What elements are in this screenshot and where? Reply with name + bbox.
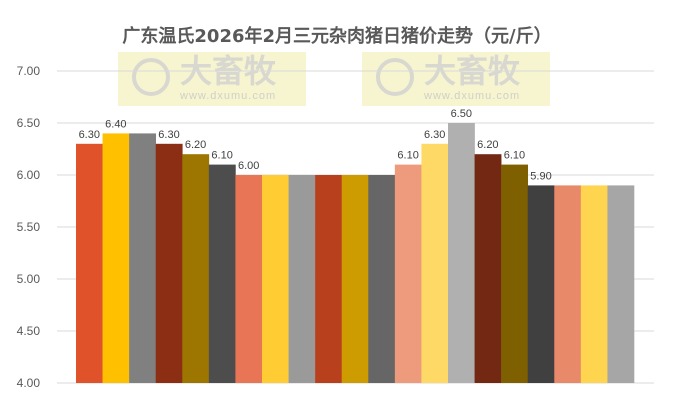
y-tick-label: 6.50 <box>17 116 41 130</box>
y-tick-label: 5.00 <box>17 272 41 286</box>
bar <box>368 175 396 383</box>
watermark-logo: 大畜牧 www.dxumu.com <box>118 52 306 106</box>
bar <box>102 133 130 383</box>
bar <box>341 175 369 383</box>
data-label: 6.10 <box>504 150 525 162</box>
bar <box>288 175 316 383</box>
bar <box>580 185 608 383</box>
data-label: 6.10 <box>211 150 232 162</box>
bar <box>155 143 183 383</box>
watermark-url: www.dxumu.com <box>424 90 521 102</box>
bar <box>235 175 263 383</box>
data-label: 6.20 <box>185 139 206 151</box>
bar <box>394 164 422 383</box>
bar <box>129 133 157 383</box>
data-label: 5.90 <box>530 170 551 182</box>
data-label: 6.40 <box>105 118 126 130</box>
bar <box>474 154 502 383</box>
bar <box>527 185 555 383</box>
y-tick-label: 6.00 <box>17 168 41 182</box>
bar <box>76 143 103 383</box>
bar <box>262 175 289 383</box>
data-label: 6.30 <box>424 129 445 141</box>
bar <box>315 175 343 383</box>
bar <box>607 185 635 383</box>
watermark-url: www.dxumu.com <box>180 90 277 102</box>
y-tick-label: 4.50 <box>17 324 41 338</box>
bar <box>182 154 210 383</box>
y-tick-label: 5.50 <box>17 220 41 234</box>
watermark-circle-icon <box>376 58 414 96</box>
y-tick-label: 4.00 <box>17 376 41 390</box>
bar <box>421 143 449 383</box>
bar <box>501 164 529 383</box>
data-label: 6.30 <box>79 129 100 141</box>
data-label: 6.30 <box>158 129 179 141</box>
y-tick-label: 7.00 <box>17 64 41 78</box>
bar <box>208 164 236 383</box>
data-label: 6.50 <box>451 108 472 120</box>
data-label: 6.10 <box>397 150 418 162</box>
watermark-circle-icon <box>132 58 170 96</box>
bar <box>448 123 475 383</box>
data-label: 6.00 <box>238 160 259 172</box>
bar <box>554 185 582 383</box>
chart-title: 广东温氏2026年2月三元杂肉猪日猪价走势（元/斤） <box>122 26 552 47</box>
data-label: 6.20 <box>477 139 498 151</box>
